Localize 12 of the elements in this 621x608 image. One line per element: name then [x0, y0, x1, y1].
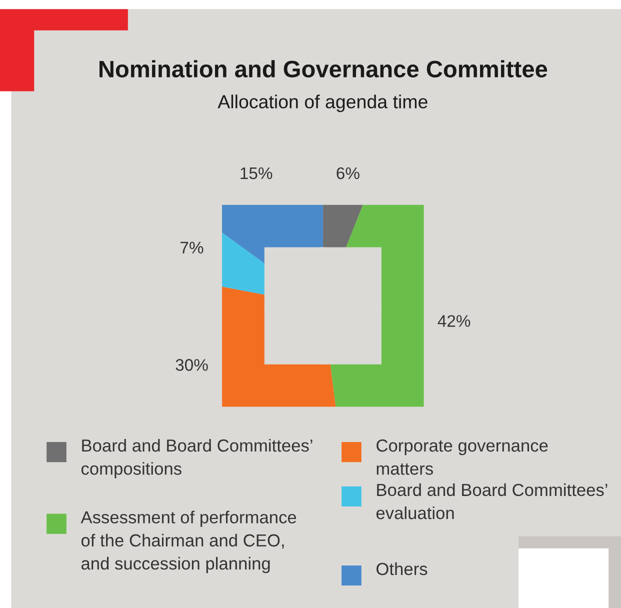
data-label: 42%: [438, 315, 470, 327]
data-label: 30%: [176, 359, 208, 371]
legend-label: Corporate governance matters: [376, 439, 548, 475]
data-label: 15%: [240, 167, 272, 180]
legend-label: Assessment of performance of the Chairman and CEO, and succession planning: [80, 510, 296, 574]
chart-subtitle: Allocation of agenda time: [218, 94, 428, 112]
chart-title: Nomination and Governance Committee: [100, 60, 548, 78]
legend-label: Board and Board Committees’ compositions: [81, 438, 312, 478]
data-label: 7%: [180, 242, 204, 254]
data-label: 6%: [336, 167, 360, 180]
legend-label: Others: [376, 562, 428, 576]
legend-label: Board and Board Committees’ evaluation: [376, 483, 608, 520]
